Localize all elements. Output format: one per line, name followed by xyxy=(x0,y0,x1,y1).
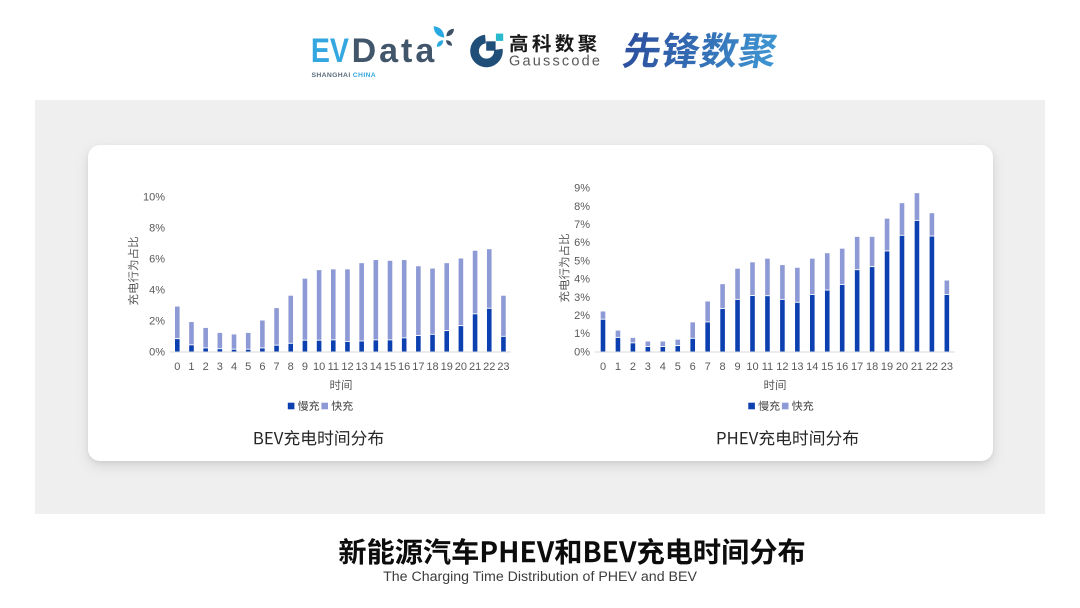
svg-text:10: 10 xyxy=(746,361,758,373)
svg-text:0%: 0% xyxy=(574,346,590,358)
svg-text:5: 5 xyxy=(675,361,681,373)
svg-text:5%: 5% xyxy=(574,255,590,267)
svg-text:11: 11 xyxy=(328,361,339,373)
svg-text:1: 1 xyxy=(188,361,194,373)
svg-text:2: 2 xyxy=(203,361,209,373)
svg-text:Gausscode: Gausscode xyxy=(509,53,602,69)
svg-text:6: 6 xyxy=(690,361,696,373)
svg-text:22: 22 xyxy=(926,361,938,373)
svg-text:10%: 10% xyxy=(143,191,165,203)
svg-text:1%: 1% xyxy=(574,328,590,340)
svg-text:2%: 2% xyxy=(574,310,590,322)
svg-text:7%: 7% xyxy=(574,219,590,231)
svg-text:2%: 2% xyxy=(149,315,165,327)
svg-text:12: 12 xyxy=(776,361,788,373)
svg-text:3%: 3% xyxy=(574,292,590,304)
svg-text:20: 20 xyxy=(455,361,467,373)
svg-text:13: 13 xyxy=(791,361,803,373)
svg-text:9: 9 xyxy=(734,361,740,373)
svg-text:23: 23 xyxy=(941,361,953,373)
svg-text:15: 15 xyxy=(384,361,396,373)
svg-text:23: 23 xyxy=(497,361,509,373)
svg-text:11: 11 xyxy=(762,361,773,373)
svg-text:6: 6 xyxy=(259,361,265,373)
svg-text:6%: 6% xyxy=(149,253,165,265)
svg-text:9: 9 xyxy=(302,361,308,373)
svg-text:4: 4 xyxy=(660,361,666,373)
svg-text:0: 0 xyxy=(174,361,180,373)
svg-text:17: 17 xyxy=(412,361,424,373)
svg-text:14: 14 xyxy=(806,361,818,373)
svg-text:17: 17 xyxy=(851,361,863,373)
svg-text:EV: EV xyxy=(311,32,349,70)
svg-text:22: 22 xyxy=(483,361,495,373)
svg-text:8%: 8% xyxy=(149,222,165,234)
svg-text:15: 15 xyxy=(821,361,833,373)
svg-text:21: 21 xyxy=(469,361,481,373)
svg-text:3: 3 xyxy=(217,361,223,373)
svg-text:19: 19 xyxy=(441,361,453,373)
svg-text:8: 8 xyxy=(288,361,294,373)
svg-text:4%: 4% xyxy=(149,284,165,296)
svg-text:7: 7 xyxy=(273,361,279,373)
svg-text:3: 3 xyxy=(645,361,651,373)
svg-text:Data: Data xyxy=(352,32,438,70)
svg-text:1: 1 xyxy=(615,361,621,373)
svg-text:7: 7 xyxy=(705,361,711,373)
svg-text:8: 8 xyxy=(720,361,726,373)
svg-text:0: 0 xyxy=(600,361,606,373)
svg-text:5: 5 xyxy=(245,361,251,373)
svg-text:18: 18 xyxy=(426,361,438,373)
svg-text:2: 2 xyxy=(630,361,636,373)
svg-text:0%: 0% xyxy=(149,346,165,358)
svg-text:4: 4 xyxy=(231,361,237,373)
svg-text:6%: 6% xyxy=(574,237,590,249)
svg-text:20: 20 xyxy=(896,361,908,373)
svg-text:12: 12 xyxy=(341,361,353,373)
svg-text:16: 16 xyxy=(398,361,410,373)
svg-text:8%: 8% xyxy=(574,201,590,213)
svg-text:10: 10 xyxy=(313,361,325,373)
svg-text:21: 21 xyxy=(911,361,923,373)
svg-text:18: 18 xyxy=(866,361,878,373)
svg-text:9%: 9% xyxy=(574,183,590,195)
svg-text:14: 14 xyxy=(370,361,382,373)
svg-text:13: 13 xyxy=(356,361,368,373)
svg-text:16: 16 xyxy=(836,361,848,373)
svg-text:SHANGHAI CHINA: SHANGHAI CHINA xyxy=(312,72,377,79)
svg-text:19: 19 xyxy=(881,361,893,373)
svg-text:4%: 4% xyxy=(574,274,590,286)
